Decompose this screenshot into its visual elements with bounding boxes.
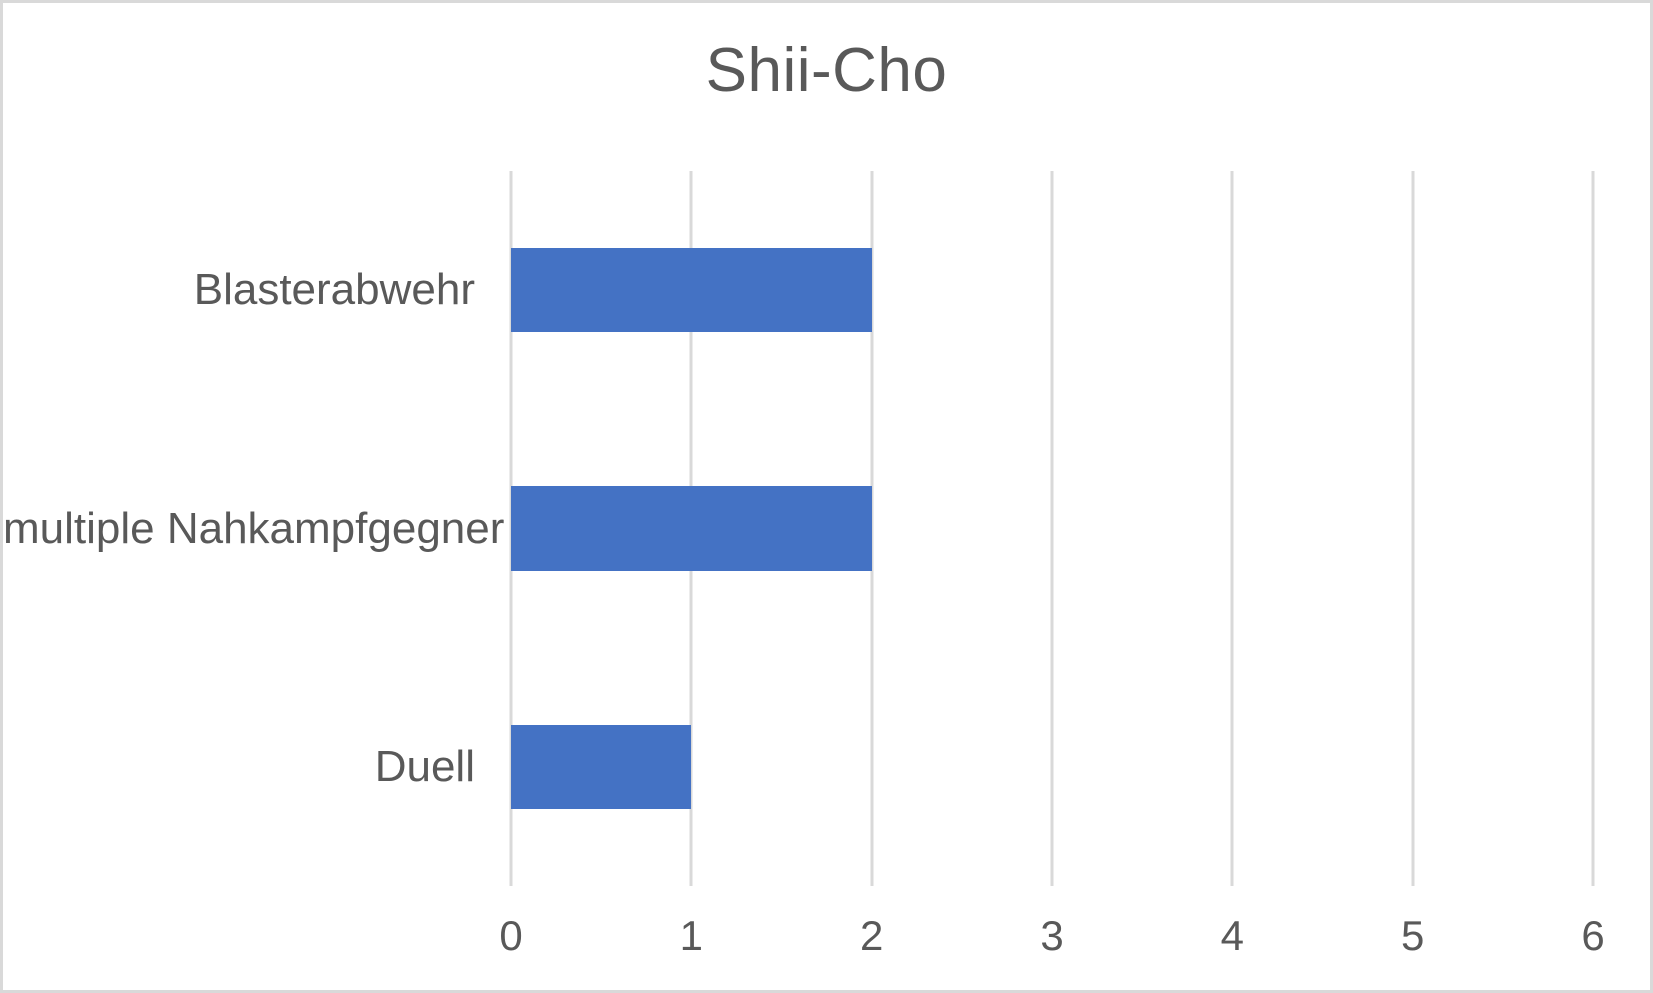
gridline — [1411, 171, 1415, 886]
category-axis: Blasterabwehr multiple Nahkampfgegner Duel… — [3, 171, 505, 886]
x-tick-label: 1 — [679, 912, 704, 959]
category-label: multiple Nahkampfgegner — [3, 503, 505, 553]
x-tick-label: 2 — [859, 912, 884, 959]
gridline — [1591, 171, 1595, 886]
chart-title: Shii-Cho — [705, 36, 948, 105]
value-axis: 0 1 2 3 4 5 6 — [499, 886, 1604, 976]
x-tick-label: 5 — [1400, 912, 1425, 959]
bar — [511, 486, 872, 571]
category-label: Duell — [374, 741, 475, 791]
x-tick-label: 6 — [1581, 912, 1605, 959]
gridline — [1050, 171, 1054, 886]
gridline — [1230, 171, 1234, 886]
x-tick-label: 0 — [499, 912, 523, 959]
bar — [511, 724, 692, 809]
x-tick-label: 3 — [1040, 912, 1064, 959]
plot-area — [509, 171, 1595, 886]
x-tick-label: 4 — [1220, 912, 1245, 959]
bar — [511, 247, 872, 333]
gridline — [870, 171, 874, 886]
category-label: Blasterabwehr — [193, 265, 475, 315]
